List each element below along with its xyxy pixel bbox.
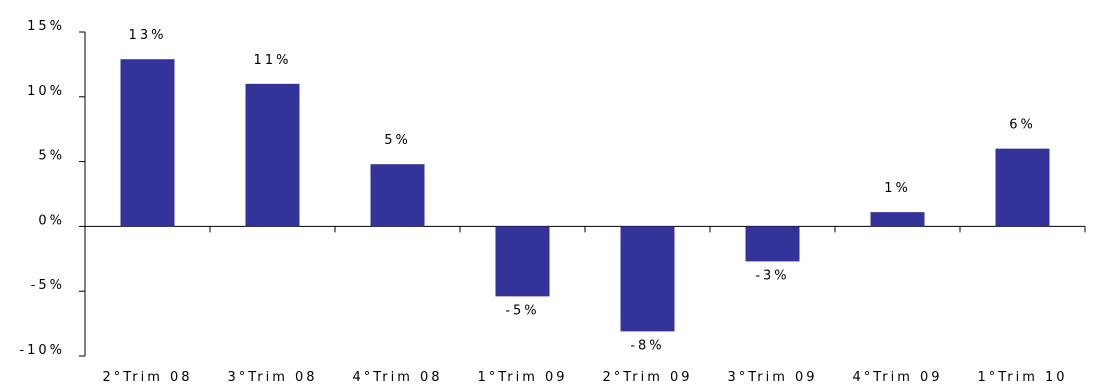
y-tick-label: 5% xyxy=(38,149,65,164)
y-tick-label: -10% xyxy=(19,343,65,358)
data-label: -3% xyxy=(755,268,789,283)
category-label: 3°Trim 08 xyxy=(227,370,317,385)
x-axis xyxy=(85,225,1086,233)
category-label: 4°Trim 08 xyxy=(352,370,442,385)
bars xyxy=(120,59,1050,332)
bar xyxy=(495,226,550,297)
bar xyxy=(245,83,300,227)
bar xyxy=(745,226,800,262)
data-label: 13% xyxy=(129,28,167,43)
y-axis: 15% 10% 5% 0% -5% -10% xyxy=(19,19,86,358)
bar xyxy=(995,148,1050,227)
category-label: 4°Trim 09 xyxy=(852,370,942,385)
data-label: 1% xyxy=(884,181,911,196)
category-label: 2°Trim 09 xyxy=(602,370,692,385)
bar xyxy=(120,59,175,227)
category-label: 2°Trim 08 xyxy=(102,370,192,385)
data-label: -8% xyxy=(630,338,664,353)
category-labels: 2°Trim 08 3°Trim 08 4°Trim 08 1°Trim 09 2°Tr… xyxy=(102,370,1067,385)
y-tick-label: 15% xyxy=(27,19,65,34)
category-label: 3°Trim 09 xyxy=(727,370,817,385)
data-label: 11% xyxy=(254,53,292,68)
data-label: 5% xyxy=(384,133,411,148)
category-label: 1°Trim 10 xyxy=(977,370,1067,385)
y-tick-label: 0% xyxy=(38,213,65,228)
y-tick-label: 10% xyxy=(27,84,65,99)
bar xyxy=(870,212,925,227)
data-labels: 13% 11% 5% -5% -8% -3% 1% 6% xyxy=(129,28,1036,353)
bar xyxy=(620,226,675,332)
category-label: 1°Trim 09 xyxy=(477,370,567,385)
data-label: -5% xyxy=(505,303,539,318)
y-tick-label: -5% xyxy=(31,278,65,293)
data-label: 6% xyxy=(1009,118,1036,133)
bar xyxy=(370,164,425,227)
